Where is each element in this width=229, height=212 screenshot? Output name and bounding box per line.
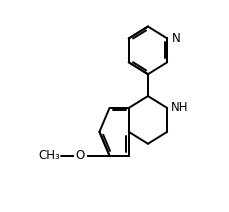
Text: NH: NH <box>170 102 188 114</box>
Text: O: O <box>75 149 85 162</box>
Text: N: N <box>171 32 179 45</box>
Text: CH₃: CH₃ <box>38 149 60 162</box>
